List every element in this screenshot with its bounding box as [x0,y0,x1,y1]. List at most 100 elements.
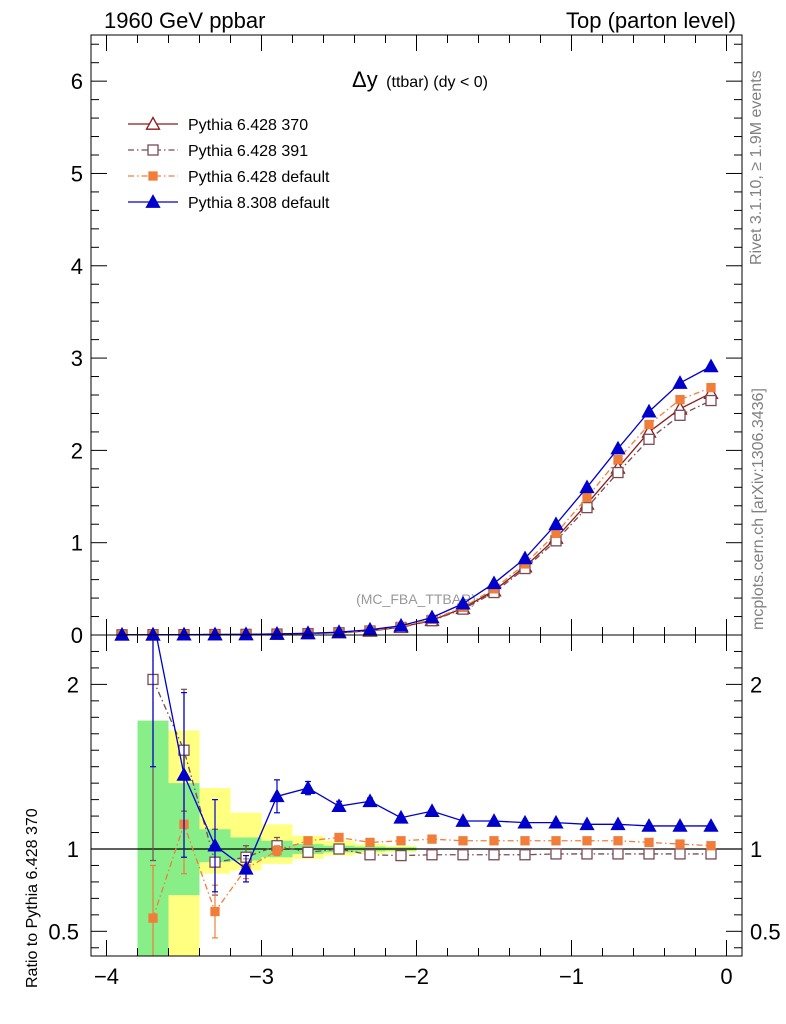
ratio-point-pythia-6-428-391 [550,848,562,860]
ratio-point-pythia-6-428-default [365,837,375,848]
ratio-point-pythia-6-428-default [613,836,623,846]
legend-label-pythia-6-428-391: Pythia 6.428 391 [188,143,308,160]
y-tick-label: 0 [71,623,83,648]
y-tick-label: 6 [71,69,83,94]
ratio-point-pythia-8-308-default [455,813,471,827]
ratio-y-tick-label: 2 [67,672,79,697]
ratio-point-pythia-8-308-default [176,767,192,781]
plot-title-main: Δy [352,67,378,92]
data-point-pythia-8-308-default [579,479,595,494]
data-point-pythia-6-428-391 [612,466,624,479]
y-tick-label: 4 [71,254,83,279]
ratio-clipped-group [147,612,719,956]
ratio-y-tick-label: 1 [67,837,79,862]
ratio-y-tick-label: 0.5 [48,919,79,944]
legend-label-pythia-6-428-370: Pythia 6.428 370 [188,117,308,134]
ratio-point-pythia-6-428-391 [395,849,407,862]
data-point-pythia-8-308-default [300,625,316,640]
data-point-pythia-8-308-default [455,595,471,610]
ratio-point-pythia-6-428-391 [643,848,655,860]
data-point-pythia-6-428-default [582,492,592,503]
x-tick-label: −2 [404,964,429,989]
plot-title-sub: (ttbar) (dy < 0) [386,74,488,91]
ratio-point-pythia-8-308-default [703,818,719,832]
ratio-point-pythia-8-308-default [207,837,223,852]
ratio-point-pythia-6-428-391 [612,848,624,860]
ratio-y-tick-label-right: 0.5 [750,919,781,944]
data-point-pythia-8-308-default [238,626,254,641]
ratio-point-pythia-8-308-default [424,803,440,817]
x-tick-label: 0 [720,964,732,989]
ratio-point-pythia-6-428-default [427,834,437,844]
data-point-pythia-8-308-default [207,626,223,641]
ratio-point-pythia-8-308-default [147,612,160,624]
plot-title: Δy (ttbar) (dy < 0) [352,67,488,92]
ratio-point-pythia-8-308-default [331,798,347,813]
data-point-pythia-6-428-default [613,454,623,465]
ratio-frame [90,634,743,957]
ratio-point-pythia-8-308-default [486,813,502,827]
ratio-point-pythia-6-428-default [148,913,158,923]
data-point-pythia-8-308-default [486,575,502,590]
legend-marker-pythia-6-428-391 [147,144,159,156]
data-point-pythia-8-308-default [424,609,440,624]
ratio-point-pythia-6-428-default [334,832,344,843]
x-tick-label: −3 [249,964,274,989]
data-point-pythia-6-428-default [551,528,561,539]
analysis-watermark: (MC_FBA_TTBAR) [356,591,476,607]
ratio-point-pythia-8-308-default [579,816,595,831]
data-point-pythia-8-308-default [610,440,626,455]
mcplots-label: mcplots.cern.ch [arXiv:1306.3436] [750,388,767,630]
ratio-point-pythia-8-308-default [517,814,533,829]
ratio-point-pythia-8-308-default [300,780,316,794]
ratio-series-group [147,612,719,956]
legend-label-pythia-8-308-default: Pythia 8.308 default [188,195,330,212]
data-point-pythia-8-308-default [269,626,285,640]
ratio-point-pythia-6-428-default [520,836,530,846]
ratio-point-pythia-6-428-default [458,836,468,846]
ratio-point-pythia-6-428-391 [705,848,717,860]
data-point-pythia-8-308-default [548,516,564,531]
ratio-point-pythia-6-428-default [644,837,654,848]
legend: Pythia 6.428 370 Pythia 6.428 391 Pythia 6… [128,116,330,212]
x-tick-label: −4 [94,964,119,989]
data-point-pythia-6-428-391 [643,433,655,445]
data-point-pythia-8-308-default [517,550,533,565]
data-point-pythia-6-428-391 [581,501,593,514]
y-tick-label: 3 [71,346,83,371]
legend-marker-pythia-8-308-default [145,194,161,208]
ratio-point-pythia-8-308-default [238,860,254,875]
ratio-point-pythia-8-308-default [610,816,626,831]
ratio-point-pythia-6-428-default [706,841,716,851]
ratio-point-pythia-8-308-default [269,788,285,803]
data-point-pythia-8-308-default [672,375,688,389]
x-tick-label: −1 [559,964,584,989]
ratio-y-tick-label-right: 1 [750,837,762,862]
ratio-point-pythia-8-308-default [672,818,688,832]
ratio-point-pythia-6-428-391 [457,849,469,861]
data-point-pythia-6-428-default [706,382,716,393]
ratio-point-pythia-6-428-default [551,836,561,846]
ratio-point-pythia-8-308-default [393,809,409,824]
ratio-point-pythia-8-308-default [548,814,564,829]
ratio-point-pythia-6-428-391 [364,849,376,861]
ratio-point-pythia-6-428-391 [302,846,314,858]
y-tick-label: 2 [71,438,83,463]
ratio-point-pythia-6-428-default [396,836,406,846]
ratio-point-pythia-8-308-default [362,793,378,808]
ratio-point-pythia-8-308-default [641,818,657,832]
data-point-pythia-8-308-default [114,626,130,641]
ratio-point-pythia-6-428-391 [519,849,531,861]
ratio-point-pythia-6-428-391 [333,843,345,855]
legend-marker-pythia-6-428-default [148,171,158,181]
data-point-pythia-8-308-default [703,358,719,373]
ratio-point-pythia-6-428-391 [581,848,593,860]
data-point-pythia-8-308-default [641,403,657,418]
ratio-point-pythia-6-428-default [582,836,592,846]
header-right: Top (parton level) [566,8,736,33]
y-tick-label: 5 [71,161,83,186]
data-point-pythia-8-308-default [176,626,192,641]
data-point-pythia-6-428-391 [674,409,686,421]
ratio-point-pythia-6-428-default [303,836,313,846]
